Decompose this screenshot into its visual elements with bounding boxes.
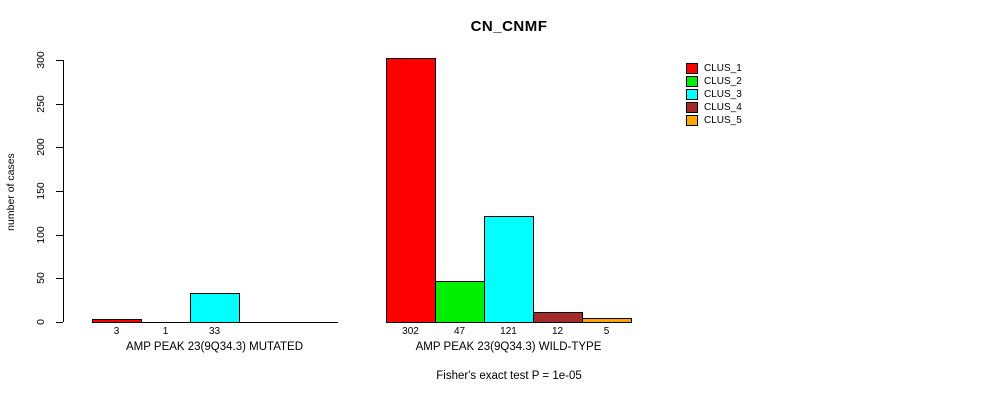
legend-swatch: [686, 63, 698, 74]
legend-item: CLUS_4: [686, 101, 742, 114]
y-tick-mark: [56, 60, 63, 61]
bar-count-label: 1: [162, 326, 169, 337]
bar-count-label: 302: [402, 326, 419, 337]
legend-label: CLUS_5: [704, 115, 742, 126]
legend-item: CLUS_3: [686, 88, 742, 101]
legend-label: CLUS_4: [704, 102, 742, 113]
y-tick-mark: [56, 278, 63, 280]
bar-count-label: 3: [113, 326, 120, 337]
legend-swatch: [686, 76, 698, 87]
y-tick-label: 200: [35, 138, 47, 157]
group-label: AMP PEAK 23(9Q34.3) WILD-TYPE: [415, 341, 602, 353]
y-tick-mark: [56, 234, 63, 236]
legend-swatch: [686, 115, 698, 126]
legend-label: CLUS_3: [704, 89, 742, 100]
y-tick-label: 0: [35, 319, 47, 325]
legend-label: CLUS_2: [704, 76, 742, 87]
y-tick-label: 100: [35, 225, 47, 244]
bar-clus_3: [484, 216, 534, 323]
legend-item: CLUS_2: [686, 75, 742, 88]
y-tick-label: 150: [35, 182, 47, 200]
bar-clus_1: [92, 319, 142, 323]
legend-swatch: [686, 89, 698, 100]
bar-clus_5: [582, 317, 632, 323]
fisher-test-annotation: Fisher's exact test P = 1e-05: [436, 370, 582, 382]
group-label: AMP PEAK 23(9Q34.3) MUTATED: [125, 341, 304, 353]
legend-label: CLUS_1: [704, 63, 742, 74]
y-tick-mark: [56, 103, 63, 105]
y-axis-label: number of cases: [5, 153, 17, 231]
y-axis-line: [63, 60, 64, 322]
legend-swatch: [686, 102, 698, 113]
bar-clus_3: [190, 293, 240, 323]
chart-title: CN_CNMF: [470, 18, 548, 35]
bar-clus_4: [533, 311, 583, 323]
y-tick-label: 300: [35, 51, 47, 69]
bar-count-label: 47: [453, 326, 466, 337]
legend-item: CLUS_1: [686, 62, 742, 75]
bar-count-label: 12: [551, 326, 564, 337]
legend: CLUS_1 CLUS_2 CLUS_3 CLUS_4 CLUS_5: [686, 62, 742, 127]
y-tick-label: 250: [35, 94, 47, 113]
y-tick-label: 50: [35, 272, 47, 285]
bar-count-label: 33: [208, 326, 221, 337]
y-tick-mark: [56, 147, 63, 149]
y-tick-mark: [56, 191, 63, 192]
bar-clus_2: [435, 280, 485, 323]
bar-count-label: 121: [500, 326, 517, 337]
y-tick-mark: [56, 322, 63, 323]
bar-clus_1: [386, 58, 436, 323]
legend-item: CLUS_5: [686, 114, 742, 127]
bar-count-label: 5: [603, 326, 610, 337]
